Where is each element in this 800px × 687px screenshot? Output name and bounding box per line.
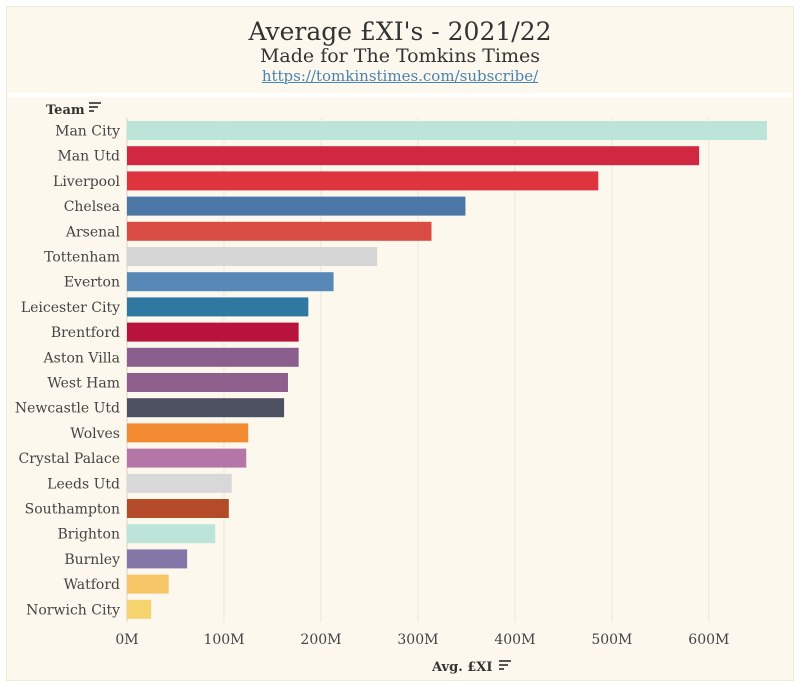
team-label: Brighton — [57, 527, 120, 543]
bar[interactable] — [127, 549, 188, 569]
bar[interactable] — [127, 499, 229, 518]
bar[interactable] — [127, 574, 169, 594]
y-axis-header[interactable]: Team — [46, 102, 101, 118]
team-label: Everton — [64, 275, 120, 291]
bar[interactable] — [127, 347, 299, 367]
bar[interactable] — [127, 247, 378, 266]
team-label: Man Utd — [57, 149, 120, 165]
x-tick-label: 0M — [115, 632, 138, 648]
bars — [127, 121, 768, 619]
team-label: Liverpool — [53, 174, 120, 190]
bar[interactable] — [127, 373, 288, 392]
subscribe-link[interactable]: https://tomkinstimes.com/subscribe/ — [261, 67, 539, 85]
team-labels: Man City Man Utd Liverpool Chelsea Arsenal To… — [15, 124, 121, 619]
x-tick-label: 100M — [203, 632, 244, 648]
team-label: Wolves — [70, 426, 120, 442]
gridlines — [126, 118, 710, 622]
bar[interactable] — [127, 448, 247, 468]
bar[interactable] — [127, 121, 768, 140]
bar[interactable] — [127, 297, 309, 317]
team-label: Newcastle Utd — [15, 401, 120, 417]
team-label: Crystal Palace — [19, 451, 121, 467]
bar[interactable] — [127, 398, 285, 418]
bar[interactable] — [127, 221, 432, 241]
team-label: Leeds Utd — [47, 476, 120, 492]
bar[interactable] — [127, 473, 232, 493]
team-label: Man City — [55, 124, 120, 140]
chart-header: Average £XI's - 2021/22 Made for The Tom… — [7, 7, 793, 93]
x-tick-label: 200M — [300, 632, 341, 648]
x-axis-title: Avg. £XI — [431, 660, 492, 675]
x-tick-label: 400M — [494, 632, 535, 648]
bar[interactable] — [127, 524, 216, 544]
team-label: Arsenal — [65, 224, 121, 240]
x-axis-header[interactable]: Avg. £XI — [431, 660, 511, 675]
team-label: Brentford — [51, 325, 120, 341]
bar[interactable] — [127, 146, 700, 166]
x-tick-label: 600M — [688, 632, 729, 648]
bar[interactable] — [127, 272, 334, 292]
header-divider — [7, 93, 793, 97]
team-label: Watford — [64, 577, 120, 593]
bar[interactable] — [127, 423, 249, 443]
team-label: Southampton — [25, 502, 120, 518]
sort-icon[interactable] — [499, 660, 511, 670]
sort-icon[interactable] — [89, 102, 101, 112]
x-axis-ticks: 0M 100M 200M 300M 400M 500M 600M — [115, 632, 729, 648]
team-label: Leicester City — [21, 300, 120, 316]
bar[interactable] — [127, 322, 299, 342]
chart-title: Average £XI's - 2021/22 — [248, 17, 552, 46]
y-axis-title: Team — [46, 103, 85, 118]
team-label: West Ham — [47, 376, 120, 392]
team-label: Tottenham — [44, 250, 120, 266]
team-label: Chelsea — [64, 199, 120, 215]
x-tick-label: 300M — [397, 632, 438, 648]
team-label: Burnley — [64, 552, 120, 568]
chart-subtitle: Made for The Tomkins Times — [259, 45, 541, 67]
bar[interactable] — [127, 196, 466, 216]
x-tick-label: 500M — [591, 632, 632, 648]
team-label: Norwich City — [26, 602, 120, 618]
bar[interactable] — [127, 599, 152, 619]
team-label: Aston Villa — [43, 350, 120, 366]
bar[interactable] — [127, 171, 599, 191]
chart-frame: Average £XI's - 2021/22 Made for The Tom… — [6, 6, 794, 681]
